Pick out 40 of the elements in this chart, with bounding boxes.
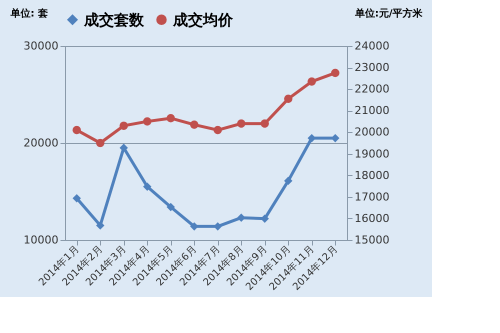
- y-tick-label: 10000: [24, 234, 58, 246]
- point: [120, 144, 128, 152]
- y2-tick-label: 20000: [354, 126, 390, 139]
- point: [237, 119, 246, 128]
- point: [120, 122, 128, 130]
- legend-label: 成交套数: [83, 10, 145, 29]
- point: [96, 138, 104, 148]
- point: [214, 222, 222, 231]
- point: [166, 114, 175, 122]
- point: [143, 117, 152, 126]
- y-tick-label: 20000: [24, 136, 58, 150]
- point: [284, 176, 292, 186]
- point: [96, 221, 104, 230]
- point: [72, 126, 81, 134]
- y2-tick-label: 17000: [354, 190, 390, 204]
- point: [308, 77, 316, 86]
- point: [72, 194, 81, 202]
- point: [331, 68, 340, 78]
- y2-tick-label: 21000: [354, 104, 390, 118]
- y2-tick-label: 22000: [354, 82, 390, 96]
- point: [214, 126, 222, 134]
- y2-tick-label: 23000: [354, 61, 390, 74]
- point: [190, 222, 198, 231]
- y2-tick-label: 18000: [354, 168, 390, 182]
- legend-label: 成交均价: [172, 10, 234, 29]
- y-axis-title: 单位: 套: [10, 8, 48, 20]
- point: [331, 134, 340, 142]
- point: [166, 202, 175, 212]
- y2-axis-title: 单位:元/平方米: [354, 8, 424, 20]
- y2-tick-label: 24000: [354, 40, 390, 52]
- y2-tick-label: 16000: [354, 212, 390, 225]
- point: [143, 182, 152, 191]
- y2-tick-label: 19000: [354, 147, 390, 160]
- point: [308, 134, 316, 142]
- point: [284, 94, 292, 103]
- point: [260, 119, 269, 128]
- point: [190, 120, 198, 129]
- y2-tick-label: 15000: [354, 234, 390, 246]
- point: [237, 214, 246, 222]
- y-tick-label: 30000: [24, 40, 58, 52]
